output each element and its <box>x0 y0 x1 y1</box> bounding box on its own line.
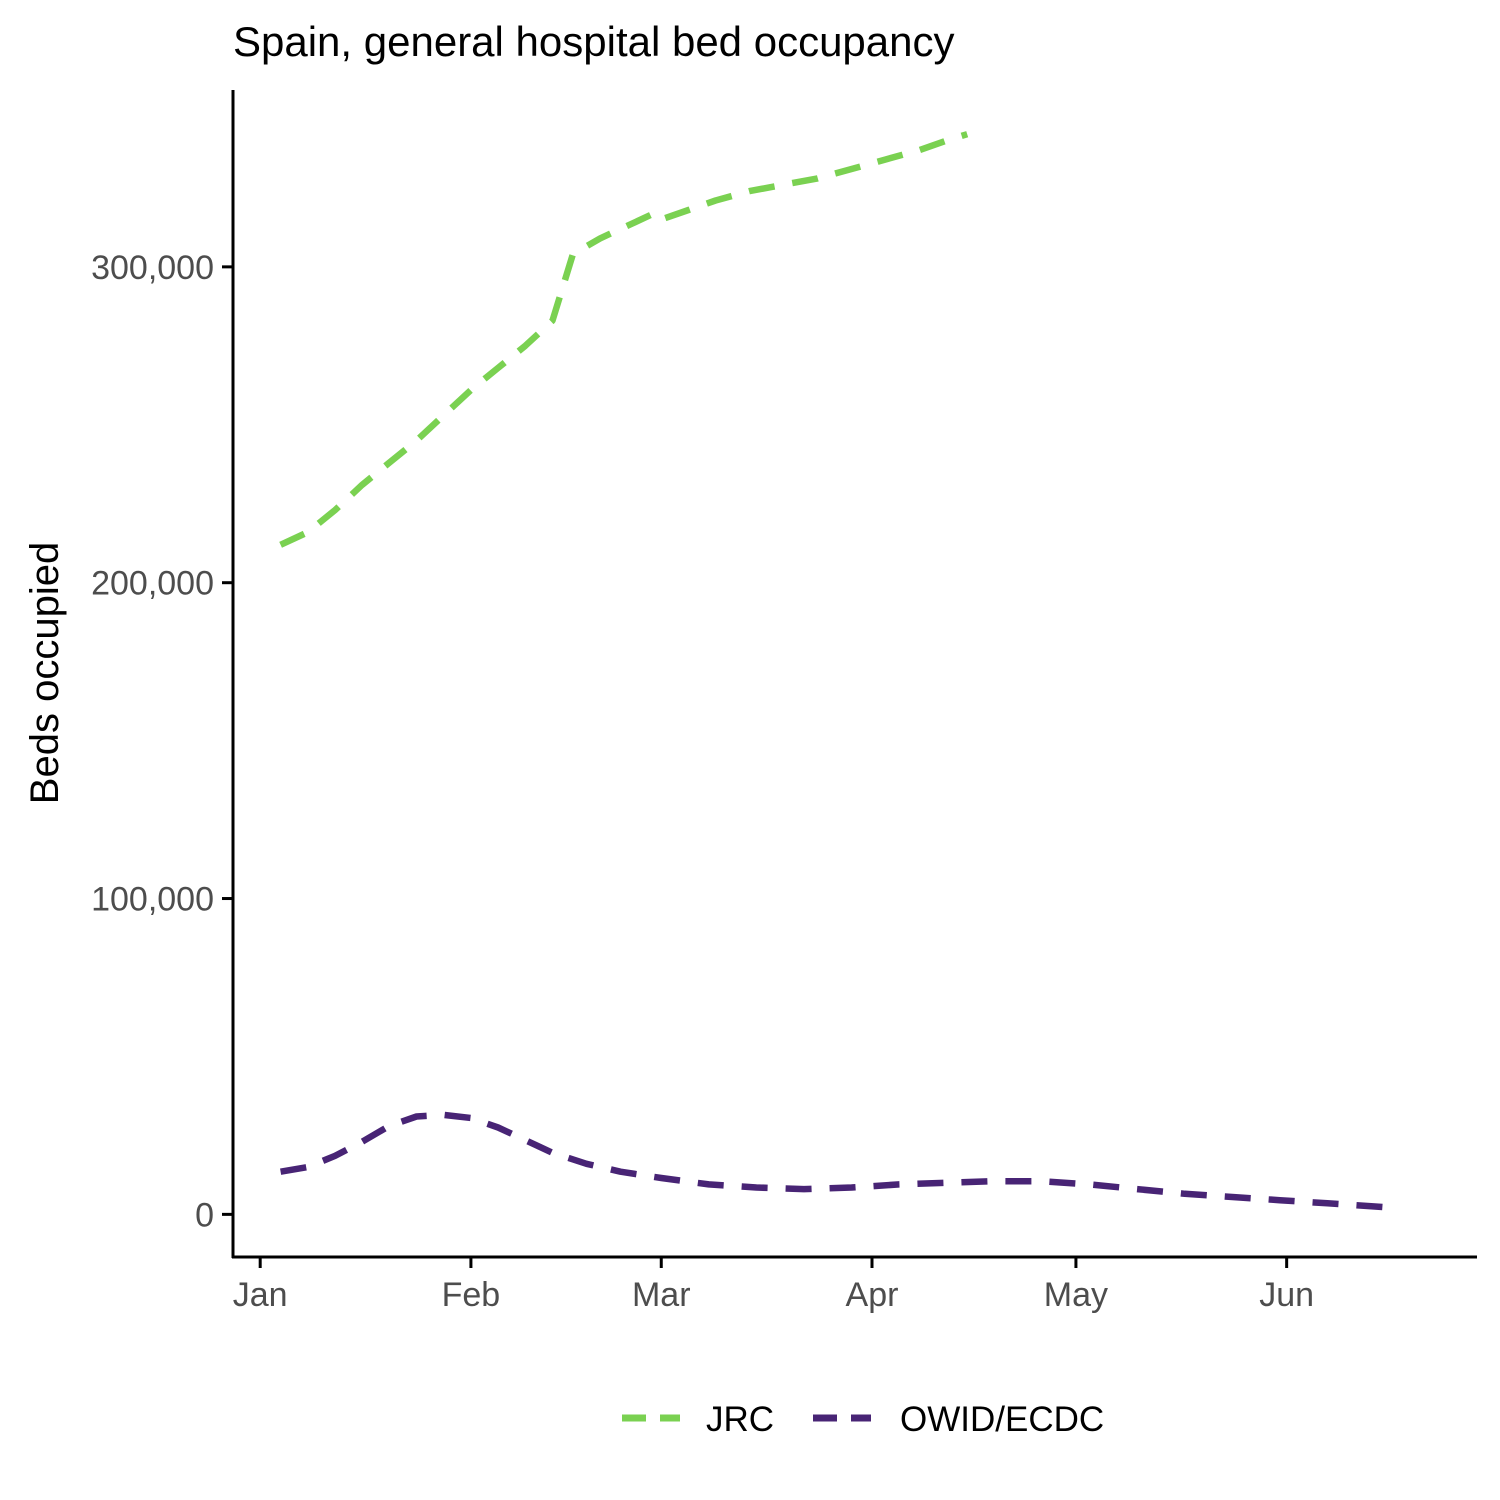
y-axis-ticks: 0 100,000 200,000 300,000 <box>91 249 233 1234</box>
series-line-jrc <box>279 131 969 548</box>
x-tick-label: Jun <box>1259 1276 1314 1314</box>
legend-label-jrc: JRC <box>706 1400 774 1439</box>
y-tick-label: 300,000 <box>91 249 214 287</box>
x-tick-label: Apr <box>846 1276 899 1314</box>
x-tick-label: May <box>1044 1276 1108 1314</box>
plot-area <box>279 131 1396 1212</box>
y-tick-label: 0 <box>195 1196 214 1234</box>
y-axis-label: Beds occupied <box>23 542 67 804</box>
x-tick-label: Mar <box>632 1276 691 1314</box>
x-tick-label: Feb <box>442 1276 501 1314</box>
chart-title: Spain, general hospital bed occupancy <box>233 18 955 65</box>
series-line-owid-ecdc <box>280 1111 1396 1212</box>
x-axis-ticks: Jan Feb Mar Apr May Jun <box>233 1257 1314 1314</box>
y-tick-label: 200,000 <box>91 565 214 603</box>
legend: JRC OWID/ECDC <box>622 1400 1104 1439</box>
x-tick-label: Jan <box>233 1276 288 1314</box>
y-tick-label: 100,000 <box>91 881 214 919</box>
legend-label-owid-ecdc: OWID/ECDC <box>900 1400 1104 1439</box>
